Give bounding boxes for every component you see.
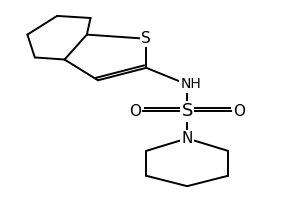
Text: O: O xyxy=(129,104,141,119)
Text: S: S xyxy=(141,31,151,46)
Text: N: N xyxy=(182,131,193,146)
Text: S: S xyxy=(182,102,193,120)
Text: NH: NH xyxy=(181,77,201,91)
Text: O: O xyxy=(233,104,245,119)
